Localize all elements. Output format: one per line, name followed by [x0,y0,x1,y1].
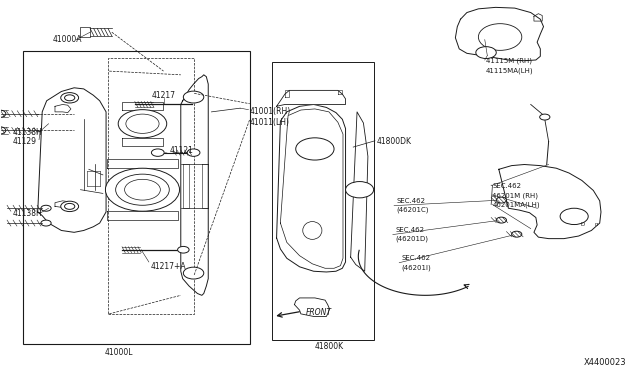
Circle shape [126,114,159,134]
Text: X4400023: X4400023 [584,357,627,366]
Polygon shape [180,75,208,295]
Text: SEC.462: SEC.462 [492,183,522,189]
Text: SEC.462: SEC.462 [396,227,424,233]
Text: D: D [581,222,585,227]
Text: (46201C): (46201C) [397,207,429,213]
Circle shape [0,127,6,134]
Text: 41217+A: 41217+A [151,262,186,271]
Polygon shape [280,109,343,268]
Bar [108,58,194,314]
Text: FRONT: FRONT [306,308,332,317]
Circle shape [61,93,79,103]
Bar [272,62,374,340]
Circle shape [496,197,506,203]
Text: n: n [594,222,598,227]
Polygon shape [122,138,163,146]
Text: 41138H: 41138H [12,209,42,218]
Polygon shape [456,7,543,61]
Circle shape [296,138,334,160]
Text: 41800DK: 41800DK [376,137,411,146]
Text: 41217: 41217 [152,91,175,100]
Text: (46201I): (46201I) [402,264,431,271]
Circle shape [511,231,522,237]
Circle shape [346,182,374,198]
Text: SEC.462: SEC.462 [397,198,426,204]
Circle shape [0,110,6,118]
Polygon shape [338,90,342,94]
Circle shape [61,201,79,212]
Polygon shape [276,90,346,106]
Circle shape [187,149,200,156]
Circle shape [152,149,164,156]
Circle shape [183,91,204,103]
Polygon shape [108,211,177,220]
Circle shape [496,217,506,223]
Text: (46201D): (46201D) [396,236,428,242]
Polygon shape [534,14,542,21]
Polygon shape [182,164,189,208]
Ellipse shape [303,222,322,239]
Circle shape [118,110,167,138]
Polygon shape [55,105,71,113]
Circle shape [177,246,189,253]
Polygon shape [108,159,177,168]
Circle shape [183,267,204,279]
Text: 41138H: 41138H [12,128,42,137]
Circle shape [41,205,51,211]
Circle shape [476,46,496,58]
Circle shape [41,220,51,226]
Circle shape [65,95,75,101]
Polygon shape [122,102,163,110]
Circle shape [560,208,588,225]
Text: 41115M (RH): 41115M (RH) [486,58,532,64]
Polygon shape [55,201,71,208]
Polygon shape [351,112,368,271]
Text: 41011(LH): 41011(LH) [250,118,290,127]
Polygon shape [285,90,289,97]
Text: 41129: 41129 [12,137,36,146]
Polygon shape [294,298,330,317]
Polygon shape [38,88,106,232]
Polygon shape [80,28,90,37]
Text: 41121: 41121 [170,146,194,155]
Circle shape [116,174,170,205]
Text: 46201MA(LH): 46201MA(LH) [492,201,540,208]
Text: 41001(RH): 41001(RH) [250,108,291,116]
Text: 41115MA(LH): 41115MA(LH) [486,67,534,74]
Text: 41000L: 41000L [104,347,133,356]
Bar [23,51,250,343]
Polygon shape [499,164,601,238]
Text: 41000A: 41000A [53,35,83,44]
Text: 46201M (RH): 46201M (RH) [492,192,538,199]
Text: 41800K: 41800K [315,341,344,350]
Text: SEC.462: SEC.462 [402,255,431,261]
Circle shape [106,168,179,211]
Polygon shape [202,164,208,208]
Circle shape [65,203,75,209]
Circle shape [125,179,161,200]
Ellipse shape [478,24,522,50]
Polygon shape [276,105,346,272]
Circle shape [540,114,550,120]
